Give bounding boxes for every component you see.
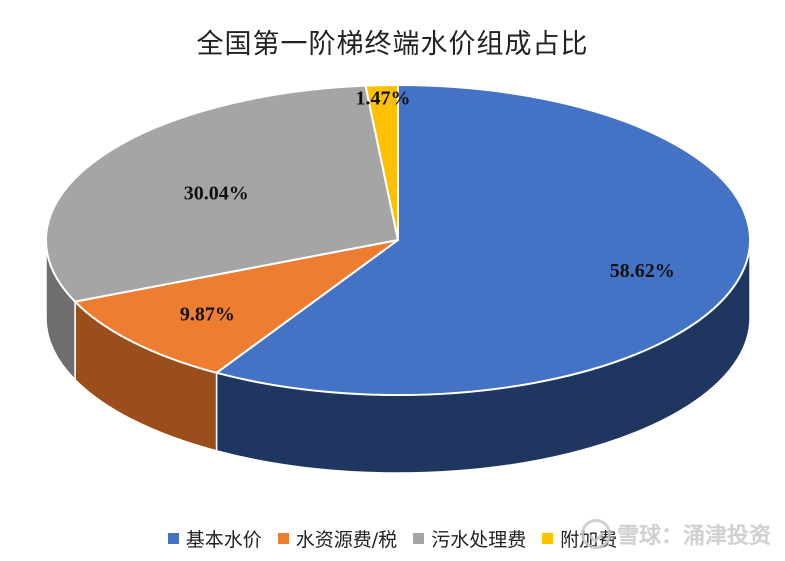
chart-title: 全国第一阶梯终端水价组成占比 xyxy=(196,29,589,60)
watermark-text: 雪球：涌津投资 xyxy=(616,524,771,549)
legend-swatch xyxy=(542,532,554,544)
data-label-sewage: 30.04% xyxy=(184,183,249,205)
pie-slice-resource xyxy=(73,239,399,374)
legend-label: 污水处理费 xyxy=(431,528,527,551)
legend-label: 基本水价 xyxy=(185,528,262,551)
data-label-basic: 58.62% xyxy=(610,260,675,282)
pie-tops xyxy=(45,83,751,396)
legend-swatch xyxy=(413,532,425,544)
legend-swatch xyxy=(167,532,179,544)
legend-item-basic: 基本水价 xyxy=(167,525,262,552)
pie-slice-surcharge xyxy=(364,83,399,241)
legend-item-resource: 水资源费/税 xyxy=(277,525,398,552)
watermark: 雪球：涌津投资 xyxy=(580,518,771,550)
data-label-surcharge: 1.47% xyxy=(356,88,411,110)
snowball-logo-icon xyxy=(580,519,611,549)
pie-labels: 58.62% 9.87% 30.04% 1.47% xyxy=(180,88,675,326)
pie-slice-sewage xyxy=(45,84,400,303)
legend-item-sewage: 污水处理费 xyxy=(413,525,526,552)
data-label-resource: 9.87% xyxy=(180,304,235,326)
pie-slice-basic xyxy=(214,83,751,396)
legend-swatch xyxy=(277,532,289,544)
pie-sides xyxy=(45,239,751,474)
legend-label: 水资源费/税 xyxy=(295,528,398,551)
legend: 基本水价 水资源费/税 污水处理费 附加费 xyxy=(0,523,785,553)
